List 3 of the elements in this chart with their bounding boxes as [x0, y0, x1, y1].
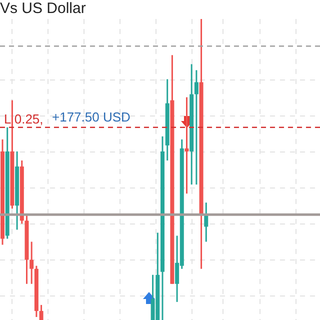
chart-title: Vs US Dollar [0, 0, 86, 17]
ref-line-label: L 0.25, [4, 111, 44, 126]
annotation: +177.50 USD [52, 109, 130, 124]
